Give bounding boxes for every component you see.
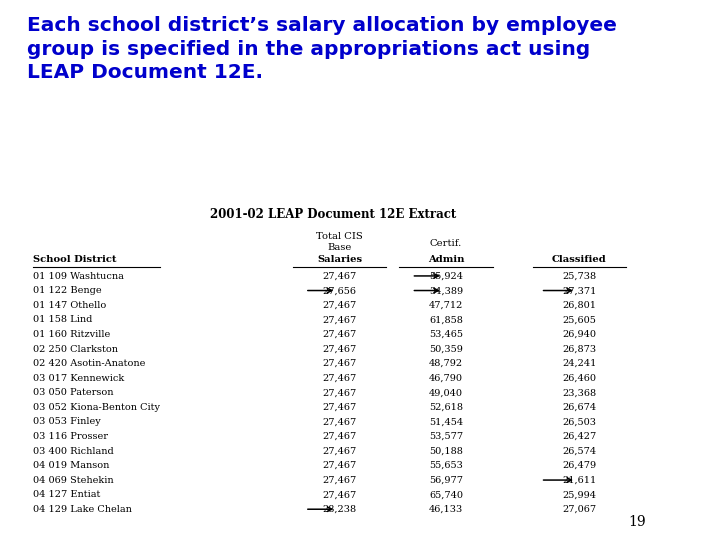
Text: 25,738: 25,738	[562, 272, 596, 281]
Text: 55,653: 55,653	[429, 461, 463, 470]
Text: 21,611: 21,611	[562, 476, 596, 485]
Text: 03 400 Richland: 03 400 Richland	[33, 447, 114, 456]
Text: 51,454: 51,454	[429, 417, 463, 427]
Text: 26,801: 26,801	[562, 301, 596, 310]
Text: 27,467: 27,467	[323, 432, 356, 441]
Text: 01 158 Lind: 01 158 Lind	[33, 315, 93, 325]
Text: 26,479: 26,479	[562, 461, 596, 470]
Text: 48,792: 48,792	[429, 359, 463, 368]
Text: 27,467: 27,467	[323, 417, 356, 427]
Text: School District: School District	[33, 255, 117, 265]
Text: Base: Base	[328, 243, 352, 252]
Text: 27,656: 27,656	[323, 286, 356, 295]
Text: 02 250 Clarkston: 02 250 Clarkston	[33, 345, 118, 354]
Text: 26,674: 26,674	[562, 403, 596, 412]
Text: 26,427: 26,427	[562, 432, 596, 441]
Text: Classified: Classified	[552, 255, 607, 265]
Text: 23,368: 23,368	[562, 388, 596, 397]
Text: 27,467: 27,467	[323, 388, 356, 397]
Text: 27,467: 27,467	[323, 330, 356, 339]
Text: 27,467: 27,467	[323, 447, 356, 456]
Text: 65,740: 65,740	[429, 490, 463, 500]
Text: 46,133: 46,133	[429, 505, 463, 514]
Text: 01 147 Othello: 01 147 Othello	[33, 301, 107, 310]
Text: 27,467: 27,467	[323, 272, 356, 281]
Text: Admin: Admin	[428, 255, 464, 265]
Text: 28,238: 28,238	[323, 505, 356, 514]
Text: 03 053 Finley: 03 053 Finley	[33, 417, 101, 427]
Text: 27,467: 27,467	[323, 461, 356, 470]
Text: 26,940: 26,940	[562, 330, 596, 339]
Text: Salaries: Salaries	[317, 255, 362, 265]
Text: Each school district’s salary allocation by employee
group is specified in the a: Each school district’s salary allocation…	[27, 16, 616, 82]
Text: 46,790: 46,790	[429, 374, 463, 383]
Text: 27,467: 27,467	[323, 476, 356, 485]
Text: 19: 19	[629, 515, 646, 529]
Text: 2001-02 LEAP Document 12E Extract: 2001-02 LEAP Document 12E Extract	[210, 208, 456, 221]
Text: 27,371: 27,371	[562, 286, 596, 295]
Text: 03 017 Kennewick: 03 017 Kennewick	[33, 374, 125, 383]
Text: 26,574: 26,574	[562, 447, 596, 456]
Text: 53,577: 53,577	[429, 432, 463, 441]
Text: 27,467: 27,467	[323, 301, 356, 310]
Text: 61,858: 61,858	[429, 315, 463, 325]
Text: 03 050 Paterson: 03 050 Paterson	[33, 388, 114, 397]
Text: 49,040: 49,040	[429, 388, 463, 397]
Text: 26,873: 26,873	[562, 345, 596, 354]
Text: 04 129 Lake Chelan: 04 129 Lake Chelan	[33, 505, 132, 514]
Text: 03 052 Kiona-Benton City: 03 052 Kiona-Benton City	[33, 403, 161, 412]
Text: 01 109 Washtucna: 01 109 Washtucna	[33, 272, 124, 281]
Text: 27,467: 27,467	[323, 403, 356, 412]
Text: 26,503: 26,503	[562, 417, 596, 427]
Text: 27,467: 27,467	[323, 359, 356, 368]
Text: 27,467: 27,467	[323, 345, 356, 354]
Text: Total CIS: Total CIS	[316, 232, 363, 241]
Text: Certif.: Certif.	[430, 239, 462, 248]
Text: 52,618: 52,618	[429, 403, 463, 412]
Text: 50,188: 50,188	[429, 447, 463, 456]
Text: 26,460: 26,460	[562, 374, 596, 383]
Text: 04 069 Stehekin: 04 069 Stehekin	[33, 476, 114, 485]
Text: 02 420 Asotin-Anatone: 02 420 Asotin-Anatone	[33, 359, 145, 368]
Text: 55,924: 55,924	[429, 272, 463, 281]
Text: 01 160 Ritzville: 01 160 Ritzville	[33, 330, 111, 339]
Text: 25,605: 25,605	[562, 315, 596, 325]
Text: 53,465: 53,465	[429, 330, 463, 339]
Text: 47,712: 47,712	[429, 301, 463, 310]
Text: 50,359: 50,359	[429, 345, 463, 354]
Text: 27,467: 27,467	[323, 490, 356, 500]
Text: 27,067: 27,067	[562, 505, 596, 514]
Text: 04 127 Entiat: 04 127 Entiat	[33, 490, 101, 500]
Text: 04 019 Manson: 04 019 Manson	[33, 461, 109, 470]
Text: 03 116 Prosser: 03 116 Prosser	[33, 432, 108, 441]
Text: 01 122 Benge: 01 122 Benge	[33, 286, 102, 295]
Text: 27,467: 27,467	[323, 374, 356, 383]
Text: 56,977: 56,977	[429, 476, 463, 485]
Text: 25,994: 25,994	[562, 490, 596, 500]
Text: 27,467: 27,467	[323, 315, 356, 325]
Text: 24,241: 24,241	[562, 359, 596, 368]
Text: 34,389: 34,389	[429, 286, 463, 295]
